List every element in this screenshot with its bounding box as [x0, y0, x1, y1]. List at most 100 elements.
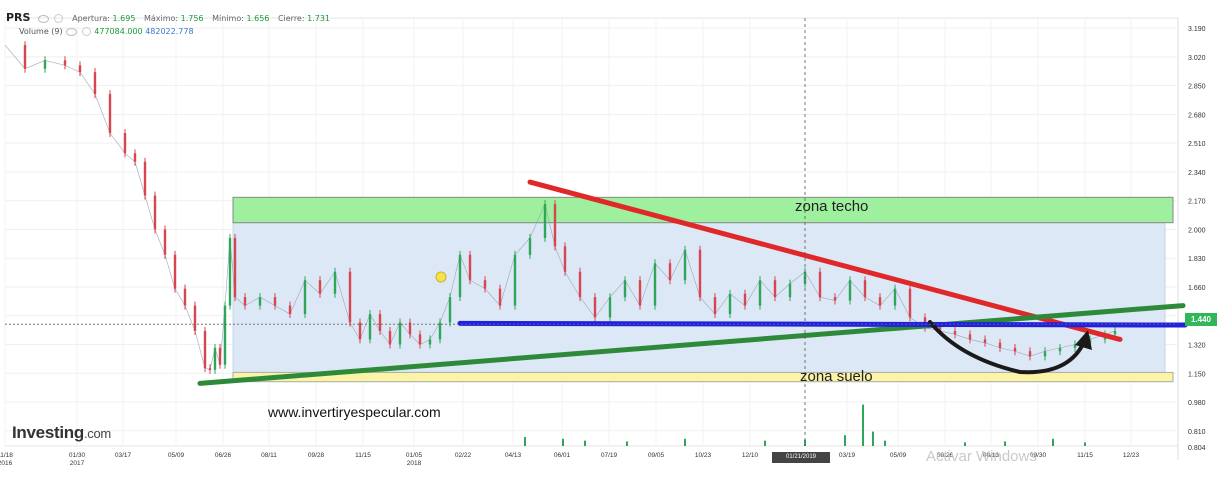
- price-candle: [638, 280, 642, 306]
- price-candle: [758, 280, 762, 306]
- x-tick-label: 11/15: [1077, 452, 1093, 459]
- support-line: [197, 303, 1186, 386]
- volume-visibility-icon[interactable]: [66, 27, 78, 36]
- volume-bar: [872, 431, 874, 446]
- price-candle: [273, 297, 277, 306]
- x-tick-label: 06/26: [937, 452, 954, 459]
- resistance-line: [527, 179, 1123, 342]
- price-candle: [698, 249, 702, 298]
- price-candle: [193, 305, 197, 331]
- x-tick-label: 09/05: [648, 452, 665, 459]
- price-candle: [63, 60, 67, 66]
- price-candle: [93, 72, 97, 95]
- volume-bar: [684, 438, 686, 446]
- volume-bar: [862, 404, 864, 446]
- price-candle: [788, 283, 792, 298]
- volume-bar: [524, 437, 526, 446]
- y-tick-label: 2.680: [1188, 112, 1206, 119]
- visibility-icon[interactable]: [38, 14, 50, 23]
- price-candle: [123, 133, 127, 154]
- apertura-label: Apertura:: [72, 14, 110, 23]
- x-tick-label: 03/17: [115, 452, 132, 459]
- price-candle: [23, 45, 27, 69]
- x-tick-label: 08/13: [983, 452, 1000, 459]
- x-tick-year-label: 2018: [407, 460, 422, 467]
- price-candle: [258, 297, 262, 306]
- x-tick-label: 09/30: [1030, 452, 1047, 459]
- price-candle: [543, 204, 547, 238]
- investing-logo[interactable]: Investing.com: [12, 423, 111, 443]
- current-price-badge: 1.440: [1185, 313, 1217, 326]
- price-candle: [528, 237, 532, 255]
- price-candle: [208, 368, 212, 370]
- y-tick-label: 2.000: [1188, 227, 1206, 234]
- price-candle: [153, 195, 157, 230]
- x-tick-label: 04/13: [505, 452, 522, 459]
- price-candle: [133, 153, 137, 162]
- y-tick-label: 2.340: [1188, 170, 1206, 177]
- maximo-label: Máximo:: [143, 14, 179, 23]
- cierre-value: 1.731: [307, 14, 330, 23]
- price-candle: [623, 280, 627, 298]
- volume-bar: [1004, 441, 1006, 446]
- price-candle: [553, 204, 557, 247]
- volume-bar: [804, 439, 806, 446]
- price-candle: [143, 161, 147, 196]
- price-candle: [848, 280, 852, 301]
- x-tick-label: 09/28: [308, 452, 325, 459]
- x-tick-year-label: 2017: [70, 460, 85, 467]
- price-candle: [243, 297, 247, 306]
- logo-suffix: .com: [83, 426, 111, 441]
- price-candle: [408, 322, 412, 335]
- price-candle: [938, 327, 942, 331]
- cierre-label: Cierre:: [277, 14, 305, 23]
- price-candle: [483, 280, 487, 289]
- price-candle: [398, 322, 402, 345]
- price-candle: [288, 305, 292, 315]
- range-box: [232, 222, 1166, 373]
- volume-bar: [884, 440, 886, 446]
- logo-name: Investing: [12, 423, 84, 442]
- price-candle: [863, 280, 867, 298]
- y-tick-label: 3.190: [1188, 26, 1206, 33]
- y-tick-label: 2.850: [1188, 84, 1206, 91]
- volume-bar: [964, 442, 966, 446]
- price-candle: [213, 347, 217, 370]
- price-candle: [218, 347, 222, 365]
- x-tick-label: 08/11: [261, 452, 277, 459]
- volume-settings-icon[interactable]: [81, 27, 91, 36]
- minimo-value: 1.656: [246, 14, 270, 23]
- price-candle: [498, 288, 502, 306]
- apertura-value: 1.695: [112, 14, 136, 23]
- price-candle: [203, 330, 207, 369]
- price-candle: [1028, 351, 1032, 357]
- y-tick-label: 0.810: [1188, 429, 1206, 436]
- annotation-zona-suelo: zona suelo: [800, 368, 873, 385]
- volume-bar: [584, 440, 586, 446]
- price-candle: [333, 271, 337, 294]
- price-candle: [968, 334, 972, 340]
- x-tick-label: 02/22: [455, 452, 472, 459]
- price-candle: [428, 339, 432, 345]
- volume-header: Volume (9) 477084.000 482022.778: [19, 27, 194, 36]
- settings-icon[interactable]: [53, 14, 63, 23]
- volume-bar: [1084, 442, 1086, 446]
- price-candle: [593, 297, 597, 318]
- y-tick-label: 1.320: [1188, 342, 1206, 349]
- price-candle: [1073, 344, 1077, 348]
- price-candle: [578, 271, 582, 298]
- price-candle: [183, 288, 187, 306]
- x-tick-label: 03/19: [839, 452, 856, 459]
- symbol-label: PRS: [6, 11, 31, 24]
- windows-watermark: Activar Windows: [926, 448, 1037, 465]
- price-candle: [998, 342, 1002, 348]
- price-candle: [893, 288, 897, 306]
- price-candle: [668, 263, 672, 281]
- arc-arrowhead: [1075, 330, 1092, 350]
- price-candle: [78, 65, 82, 73]
- price-candle: [43, 60, 47, 69]
- price-candle: [1113, 330, 1117, 335]
- price-candle: [1013, 347, 1017, 352]
